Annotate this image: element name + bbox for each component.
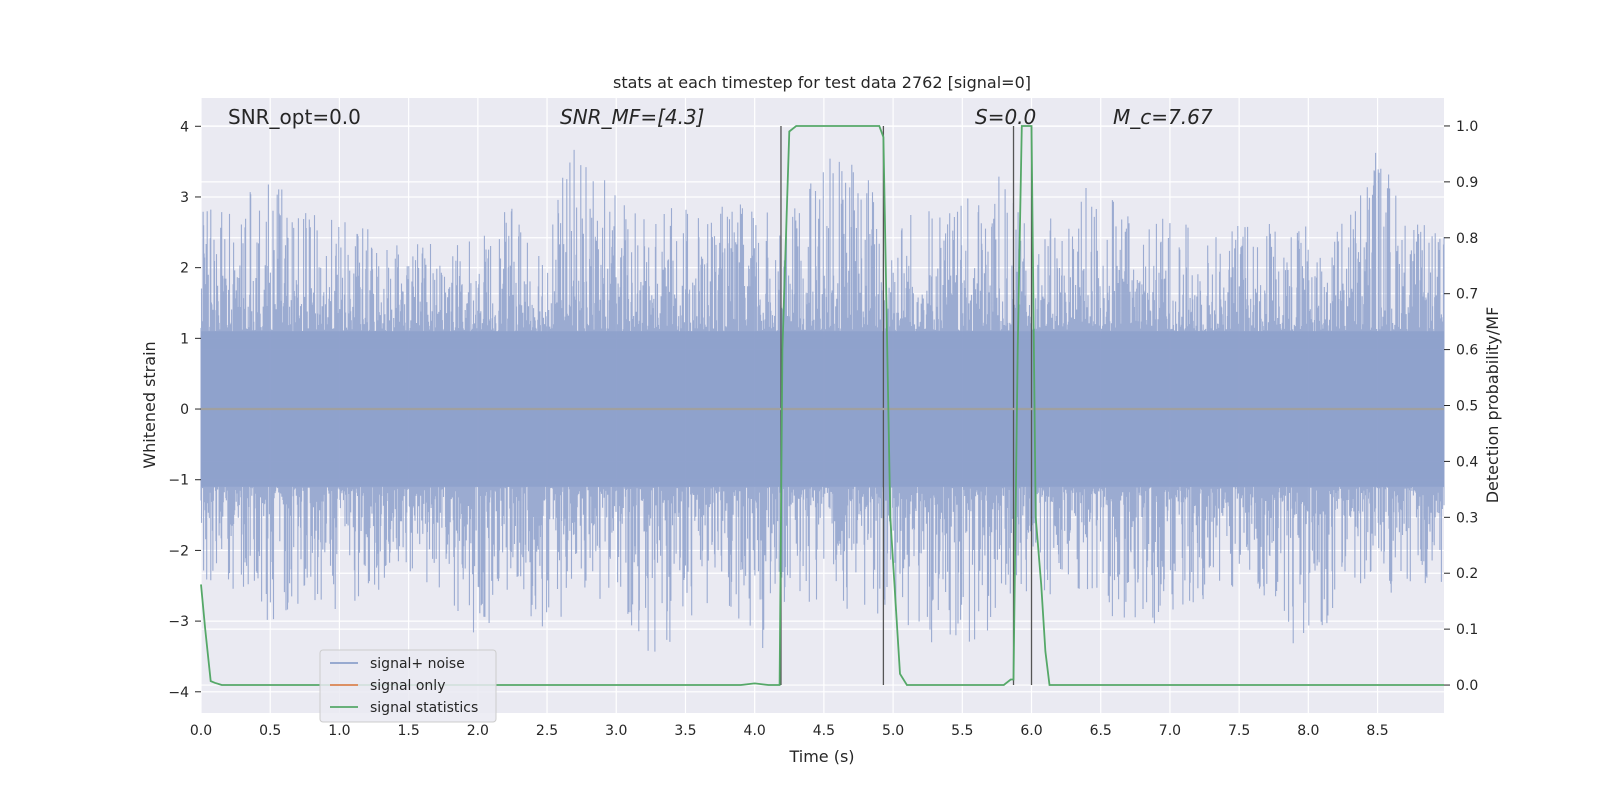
x-tick-label: 7.5 (1228, 723, 1250, 739)
chart-title: stats at each timestep for test data 276… (613, 73, 1031, 92)
x-tick-label: 5.5 (951, 723, 973, 739)
annotations: SNR_opt=0.0 SNR_MF=[4.3] S=0.0 M_c=7.67 (228, 105, 1213, 129)
annotation-snr-opt: SNR_opt=0.0 (228, 105, 361, 129)
ticks: 0.0 0.5 1.0 1.5 2.0 2.5 3.0 3.5 4.0 4.5 5.0 5.5 6.0 6… (168, 119, 1478, 739)
y-tick-label-right: 0.4 (1456, 454, 1478, 470)
y-tick-label-left: −1 (168, 473, 189, 489)
signal-statistics-line (200, 125, 1444, 686)
x-tick-label: 3.0 (605, 723, 627, 739)
legend-box (319, 649, 497, 723)
annotation-snr-mf: SNR_MF=[4.3] (560, 105, 704, 129)
y-tick-label-left: 1 (180, 331, 189, 347)
y-tick-label-right: 0.9 (1456, 175, 1478, 191)
x-tick-label: 8.5 (1366, 723, 1388, 739)
x-tick-label: 4.0 (744, 723, 766, 739)
x-tick-label: 1.5 (397, 723, 419, 739)
y-tick-label-left: 0 (180, 402, 189, 418)
x-tick-label: 1.0 (328, 723, 350, 739)
annotation-mc: M_c=7.67 (1113, 105, 1213, 129)
x-tick-label: 5.0 (882, 723, 904, 739)
y-tick-label-right: 0.1 (1456, 622, 1478, 638)
y-tick-label-left: 4 (180, 119, 189, 135)
y-tick-label-right: 0.8 (1456, 231, 1478, 247)
x-tick-label: 4.5 (813, 723, 835, 739)
y-tick-label-left: 3 (180, 190, 189, 206)
y-tick-label-right: 0.0 (1456, 678, 1478, 694)
x-tick-label: 3.5 (674, 723, 696, 739)
legend: signal+ noise signal only signal statist… (319, 649, 497, 723)
y-tick-label-right: 0.7 (1456, 287, 1478, 303)
x-tick-label: 2.5 (536, 723, 558, 739)
y-tick-label-right: 1.0 (1456, 119, 1478, 135)
x-tick-label: 6.0 (1020, 723, 1042, 739)
x-tick-label: 0.5 (259, 723, 281, 739)
annotation-s: S=0.0 (975, 105, 1036, 129)
y-tick-label-right: 0.3 (1456, 510, 1478, 526)
y-axis-label-right: Detection probability/MF (1483, 307, 1502, 504)
y-tick-label-right: 0.6 (1456, 343, 1478, 359)
x-tick-label: 0.0 (190, 723, 212, 739)
legend-label-signal-statistics: signal statistics (370, 700, 478, 716)
y-tick-label-right: 0.5 (1456, 399, 1478, 415)
x-tick-label: 6.5 (1090, 723, 1112, 739)
y-tick-label-left: −4 (168, 685, 189, 701)
y-tick-label-left: 2 (180, 261, 189, 277)
legend-label-signal-noise: signal+ noise (370, 656, 465, 672)
x-tick-label: 7.0 (1159, 723, 1181, 739)
legend-label-signal-only: signal only (370, 678, 445, 694)
x-tick-label: 2.0 (467, 723, 489, 739)
y-tick-label-left: −2 (168, 543, 189, 559)
x-tick-label: 8.0 (1297, 723, 1319, 739)
y-tick-label-left: −3 (168, 614, 189, 630)
x-axis-label: Time (s) (788, 747, 854, 766)
line-series (200, 125, 1444, 686)
y-tick-label-right: 0.2 (1456, 566, 1478, 582)
y-axis-label-left: Whitened strain (140, 341, 159, 468)
